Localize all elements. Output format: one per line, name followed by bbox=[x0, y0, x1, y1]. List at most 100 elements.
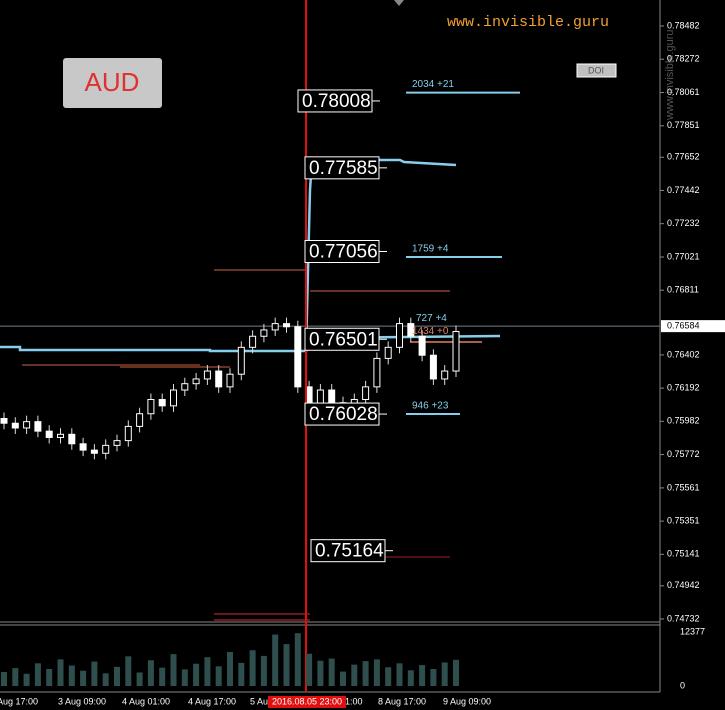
candle-body bbox=[294, 326, 302, 388]
volume-tick-label: 12377 bbox=[680, 626, 705, 636]
price-tick-label: 0.75141 bbox=[667, 549, 700, 559]
candle-body bbox=[215, 370, 223, 388]
price-tick-label: 0.76192 bbox=[667, 383, 700, 393]
cursor-time-box bbox=[268, 696, 346, 708]
volume-bar bbox=[91, 661, 98, 686]
volume-bar bbox=[80, 670, 87, 686]
volume-bar bbox=[204, 657, 211, 686]
volume-bar bbox=[317, 660, 324, 686]
annotation-label: 727 +4 bbox=[416, 313, 447, 324]
doi-button-label[interactable]: DOI bbox=[588, 65, 604, 75]
price-tick-label: 0.75351 bbox=[667, 515, 700, 525]
price-tick-label: 0.75982 bbox=[667, 416, 700, 426]
price-tick-label: 0.78272 bbox=[667, 54, 700, 64]
price-tick-label: 0.74732 bbox=[667, 613, 700, 623]
doi-button[interactable] bbox=[576, 63, 617, 78]
current-price-label: 0.76584 bbox=[667, 321, 700, 331]
annotation-label: 1434 +0 bbox=[412, 326, 449, 337]
volume-bar bbox=[362, 661, 369, 686]
volume-bar bbox=[181, 669, 188, 686]
time-label: 5 Aug bbox=[250, 696, 273, 706]
price-tick-label: 0.78061 bbox=[667, 87, 700, 97]
candle-body bbox=[396, 323, 403, 348]
candle-body bbox=[407, 323, 415, 337]
annotation-label: 2034 +21 bbox=[412, 79, 454, 90]
volume-bar bbox=[136, 672, 143, 686]
level-label: 0.77056 bbox=[309, 242, 378, 263]
volume-tick-label: 0 bbox=[680, 680, 685, 690]
candle-body bbox=[384, 346, 392, 359]
symbol-button-label[interactable]: AUD bbox=[85, 67, 140, 97]
candle-body bbox=[90, 449, 98, 454]
volume-bar bbox=[272, 634, 279, 686]
price-tick-label: 0.77021 bbox=[667, 251, 700, 261]
candle-body bbox=[23, 421, 31, 429]
candle-body bbox=[271, 323, 279, 331]
candle-body bbox=[181, 383, 189, 391]
price-tick-label: 0.76811 bbox=[667, 285, 699, 295]
candle-body bbox=[34, 421, 42, 432]
candle-body bbox=[102, 444, 110, 454]
volume-bar bbox=[147, 660, 154, 686]
symbol-button[interactable] bbox=[63, 58, 162, 108]
candle-body bbox=[441, 370, 449, 380]
candle-body bbox=[192, 378, 200, 385]
candle-body bbox=[418, 335, 426, 356]
candle-body bbox=[260, 329, 268, 337]
level-label: 0.76501 bbox=[309, 329, 378, 350]
candle-body bbox=[452, 331, 460, 372]
volume-bar bbox=[159, 667, 166, 686]
candle-body bbox=[11, 422, 19, 429]
volume-bar bbox=[260, 655, 267, 686]
volume-bar bbox=[306, 653, 313, 686]
candle-body bbox=[147, 399, 155, 415]
volume-bar bbox=[249, 650, 256, 686]
level-label: 0.75164 bbox=[315, 541, 384, 562]
candle-body bbox=[79, 443, 87, 451]
candle-body bbox=[136, 413, 144, 427]
annotation-label: 1759 +4 bbox=[412, 244, 449, 255]
candle-body bbox=[283, 323, 290, 328]
watermark: www.invisible.guru bbox=[447, 14, 609, 31]
volume-bar bbox=[227, 651, 233, 686]
price-tick-label: 0.77851 bbox=[667, 120, 700, 130]
candle-body bbox=[237, 346, 245, 375]
candle-body bbox=[113, 440, 121, 446]
price-tick-label: 0.77232 bbox=[667, 218, 700, 228]
volume-bar bbox=[351, 664, 358, 686]
volume-bar bbox=[441, 662, 448, 686]
time-label: 4 Aug 01:00 bbox=[122, 696, 170, 706]
price-tick-label: 0.74942 bbox=[667, 580, 700, 590]
price-tick-label: 0.77652 bbox=[667, 152, 700, 162]
candle-body bbox=[158, 399, 166, 407]
volume-bar bbox=[340, 671, 346, 686]
time-label: 3 Aug 09:00 bbox=[58, 696, 106, 706]
time-label: 8 Aug 17:00 bbox=[378, 696, 426, 706]
cursor-time-label: 2016.08.05 23:00 bbox=[272, 696, 342, 706]
volume-bar bbox=[419, 665, 426, 686]
watermark-vertical: www.invisible.guru bbox=[664, 30, 676, 121]
level-label: 0.77585 bbox=[309, 158, 378, 179]
volume-bar bbox=[170, 654, 177, 686]
candle-body bbox=[203, 370, 211, 380]
volume-bar bbox=[23, 673, 30, 686]
volume-bar bbox=[283, 644, 290, 686]
candle-body bbox=[170, 389, 177, 407]
candle-body bbox=[124, 425, 132, 442]
volume-bar bbox=[12, 668, 19, 686]
volume-bar bbox=[34, 663, 41, 686]
volume-bar bbox=[294, 633, 301, 686]
time-label: 2 Aug 17:00 bbox=[0, 696, 38, 706]
candle-body bbox=[362, 386, 370, 401]
volume-bar bbox=[57, 659, 64, 686]
shift-marker bbox=[394, 0, 404, 6]
volume-bar bbox=[114, 666, 120, 686]
volume-bar bbox=[102, 673, 109, 686]
price-tick-label: 0.78482 bbox=[667, 20, 700, 30]
volume-bar bbox=[46, 668, 53, 686]
volume-bar bbox=[453, 659, 459, 686]
volume-bar bbox=[68, 665, 75, 686]
candle-body bbox=[68, 433, 76, 445]
